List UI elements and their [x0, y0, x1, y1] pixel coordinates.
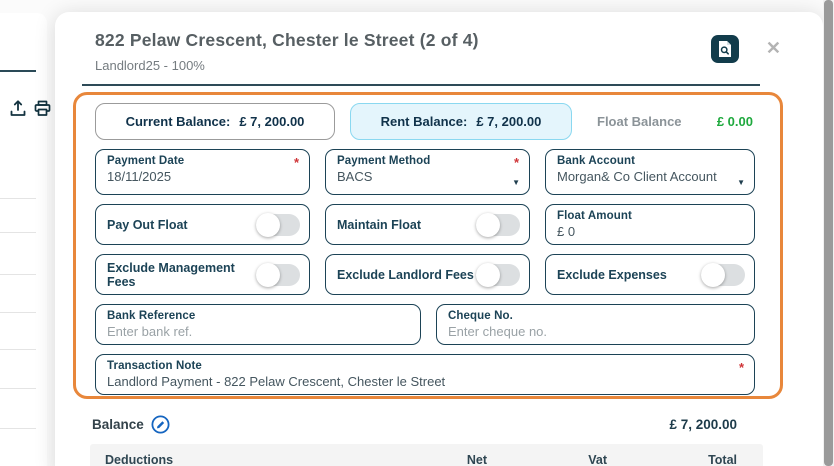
transaction-note-input[interactable] [107, 374, 743, 389]
float-balance-label: Float Balance [597, 114, 682, 129]
balance-label: Balance [92, 416, 144, 432]
modal-header: 822 Pelaw Crescent, Chester le Street (2… [55, 12, 823, 73]
exclude-landlord-fees-label: Exclude Landlord Fees [337, 267, 474, 282]
edit-balance-button[interactable] [151, 414, 170, 434]
transaction-note-field[interactable]: Transaction Note * [95, 354, 755, 395]
bank-account-select[interactable]: Bank Account Morgan& Co Client Account ▼ [545, 149, 755, 195]
cheque-no-field[interactable]: Cheque No. [436, 304, 755, 345]
underlying-divider-dark [0, 70, 36, 72]
maintain-float-box: Maintain Float [325, 204, 530, 245]
underlying-row-line [0, 274, 36, 275]
underlying-row-line [0, 198, 36, 199]
exclude-management-fees-label: Exclude Management Fees [107, 260, 235, 289]
exclude-management-fees-toggle[interactable] [256, 262, 300, 287]
cheque-no-label: Cheque No. [448, 310, 513, 322]
underlying-row-line [0, 232, 36, 233]
exclude-management-fees-box: Exclude Management Fees [95, 254, 310, 295]
required-asterisk: * [738, 360, 744, 375]
landlord-share-subtitle: Landlord25 - 100% [95, 58, 205, 73]
bank-reference-label: Bank Reference [107, 310, 196, 322]
reference-row: Bank Reference Cheque No. [95, 304, 755, 345]
header-divider [82, 84, 760, 86]
payment-form-highlight-box: Current Balance: £ 7, 200.00 Rent Balanc… [73, 92, 783, 399]
exclude-expenses-label: Exclude Expenses [557, 267, 667, 282]
toggle-knob [701, 262, 725, 287]
toggle-knob [476, 212, 500, 237]
payment-date-input[interactable] [107, 169, 298, 184]
float-balance-value: £ 0.00 [716, 114, 753, 129]
payment-details-row: Payment Date * Payment Method * BACS ▼ B… [95, 149, 755, 195]
column-header-vat: Vat [588, 453, 607, 466]
bank-account-value: Morgan& Co Client Account [557, 169, 717, 184]
pay-out-float-box: Pay Out Float [95, 204, 310, 245]
column-header-net: Net [466, 453, 487, 466]
payment-method-value: BACS [337, 169, 373, 184]
payment-method-select[interactable]: Payment Method * BACS ▼ [325, 149, 530, 195]
pay-out-float-toggle[interactable] [256, 212, 300, 237]
rent-balance-pill: Rent Balance: £ 7, 200.00 [350, 103, 572, 140]
cheque-no-input[interactable] [448, 324, 743, 339]
pay-out-float-label: Pay Out Float [107, 217, 188, 232]
landlord-payment-modal: 822 Pelaw Crescent, Chester le Street (2… [55, 12, 823, 466]
chevron-down-icon: ▼ [737, 178, 745, 187]
bank-account-label: Bank Account [557, 155, 636, 167]
close-icon[interactable]: ✕ [765, 38, 781, 58]
toggle-knob [256, 262, 280, 287]
maintain-float-toggle[interactable] [476, 212, 520, 237]
float-amount-label: Float Amount [557, 210, 632, 222]
bank-reference-field[interactable]: Bank Reference [95, 304, 421, 345]
rent-balance-value: £ 7, 200.00 [476, 114, 542, 129]
toggle-knob [476, 262, 500, 287]
exclude-expenses-toggle[interactable] [701, 262, 745, 287]
float-options-row: Pay Out Float Maintain Float Float Amoun… [95, 204, 755, 245]
underlying-row-line [0, 349, 36, 350]
underlying-row-line [0, 388, 36, 389]
page-title: 822 Pelaw Crescent, Chester le Street (2… [95, 30, 479, 50]
float-amount-input[interactable] [557, 224, 743, 239]
underlying-row-line [0, 428, 36, 429]
document-search-icon [719, 41, 731, 57]
upload-icon[interactable] [10, 100, 26, 117]
bank-reference-input[interactable] [107, 324, 409, 339]
column-header-deductions: Deductions [105, 453, 174, 466]
maintain-float-label: Maintain Float [337, 217, 422, 232]
chevron-down-icon: ▼ [512, 178, 520, 187]
exclusions-row: Exclude Management Fees Exclude Landlord… [95, 254, 755, 295]
balance-summary-row: Balance £ 7, 200.00 [92, 408, 737, 440]
document-preview-button[interactable] [711, 35, 739, 63]
payment-method-label: Payment Method [337, 155, 431, 167]
exclude-landlord-fees-toggle[interactable] [476, 262, 520, 287]
toggle-knob [256, 212, 280, 237]
scrollbar[interactable] [823, 0, 834, 466]
current-balance-value: £ 7, 200.00 [239, 114, 305, 129]
payment-date-label: Payment Date [107, 155, 185, 167]
exclude-landlord-fees-box: Exclude Landlord Fees [325, 254, 530, 295]
balance-amount: £ 7, 200.00 [669, 416, 737, 432]
column-header-total: Total [708, 453, 737, 466]
current-balance-pill: Current Balance: £ 7, 200.00 [95, 103, 335, 140]
exclude-expenses-box: Exclude Expenses [545, 254, 755, 295]
scrollbar-thumb[interactable] [824, 0, 833, 466]
underlying-row-line [0, 312, 36, 313]
transaction-note-label: Transaction Note [107, 360, 202, 372]
printer-icon[interactable] [34, 100, 51, 117]
rent-balance-label: Rent Balance: [380, 114, 468, 129]
payment-date-field[interactable]: Payment Date * [95, 149, 310, 195]
deductions-table-header: Deductions Net Vat Total [90, 444, 763, 466]
underlying-page-panel [0, 13, 47, 466]
required-asterisk: * [513, 155, 519, 170]
balance-pills-row: Current Balance: £ 7, 200.00 Rent Balanc… [95, 103, 755, 140]
underlying-toolbar [10, 100, 51, 117]
current-balance-label: Current Balance: [125, 114, 231, 129]
required-asterisk: * [293, 155, 299, 170]
float-amount-field[interactable]: Float Amount [545, 204, 755, 245]
pencil-icon [151, 414, 170, 434]
float-balance-area: Float Balance £ 0.00 [587, 103, 755, 140]
